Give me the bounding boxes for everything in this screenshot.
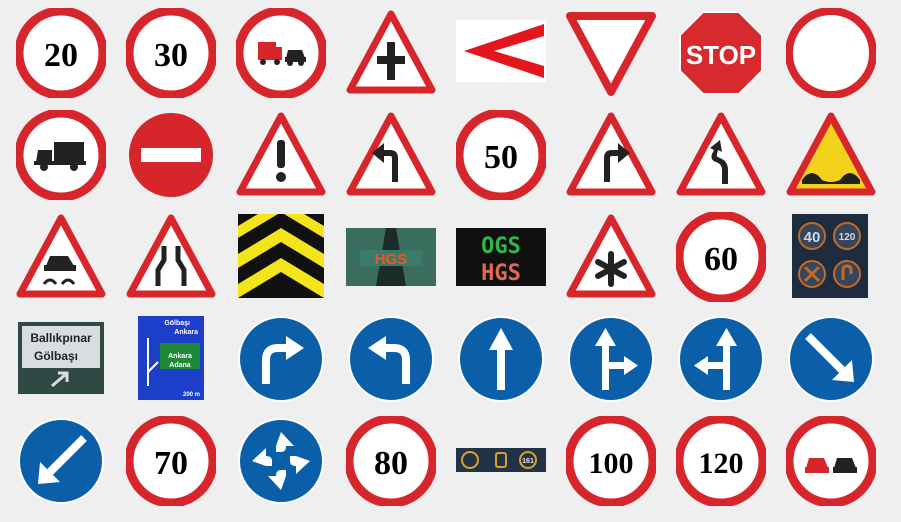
- other-danger-icon: [566, 212, 656, 302]
- speed-limit-80-icon: 80: [346, 416, 436, 506]
- chevron-marker-icon: [238, 214, 324, 298]
- curve-right-icon: [566, 110, 656, 200]
- slippery-road-icon: [16, 212, 106, 302]
- crossroad-priority-icon: [346, 8, 436, 98]
- no-overtaking-trucks-icon: [236, 8, 326, 98]
- turn-right-mandatory-icon: [236, 314, 326, 404]
- chevron-left-icon: [456, 20, 546, 82]
- speed-limit-60-icon: 60: [676, 212, 766, 302]
- speed-value: 20: [44, 37, 78, 74]
- ogs-hgs-display-icon: OGS HGS: [456, 228, 546, 286]
- speed-limit-50-icon: 50: [456, 110, 546, 200]
- lane-speed-left: 40: [804, 229, 821, 246]
- speed-value: 120: [699, 447, 744, 480]
- stop-text: STOP: [686, 40, 756, 70]
- guide-bottom-line-1: Ankara: [168, 353, 192, 360]
- speed-limit-20-icon: 20: [16, 8, 106, 98]
- keep-left-icon: [16, 416, 106, 506]
- info-strip-value: 161: [522, 458, 534, 465]
- uneven-road-icon: [786, 110, 876, 200]
- no-overtaking-icon: [786, 416, 876, 506]
- straight-or-right-icon: [566, 314, 656, 404]
- double-curve-icon: [676, 110, 766, 200]
- speed-value: 30: [154, 37, 188, 74]
- road-narrows-icon: [126, 212, 216, 302]
- guide-top-line-2: Ankara: [174, 329, 198, 336]
- straight-or-left-icon: [676, 314, 766, 404]
- direction-line-1: Ballıkpınar: [30, 331, 92, 345]
- lane-speed-display-icon: 40 120: [792, 214, 868, 298]
- guide-distance: 200 m: [183, 392, 200, 398]
- hgs-display-label: HGS: [481, 261, 521, 286]
- guide-top-line-1: Gölbaşı: [164, 320, 190, 327]
- turn-left-mandatory-icon: [346, 314, 436, 404]
- curve-left-icon: [346, 110, 436, 200]
- yield-icon: [566, 8, 656, 98]
- stop-icon: STOP: [676, 8, 766, 98]
- speed-limit-70-icon: 70: [126, 416, 216, 506]
- no-trucks-icon: [16, 110, 106, 200]
- straight-mandatory-icon: [456, 314, 546, 404]
- guide-bottom-line-2: Adana: [169, 362, 191, 369]
- general-warning-icon: [236, 110, 326, 200]
- speed-value: 70: [154, 445, 188, 482]
- speed-value: 50: [484, 139, 518, 176]
- speed-value: 60: [704, 241, 738, 278]
- speed-value: 100: [589, 447, 634, 480]
- no-entry-icon: [126, 110, 216, 200]
- speed-value: 80: [374, 445, 408, 482]
- ogs-label: OGS: [481, 234, 521, 259]
- keep-right-icon: [786, 314, 876, 404]
- info-strip-icon: 161: [456, 448, 546, 472]
- no-vehicles-icon: [786, 8, 876, 98]
- guide-panel-icon: Gölbaşı Ankara Ankara Adana 200 m: [138, 316, 204, 400]
- hgs-label: HGS: [375, 251, 408, 268]
- speed-limit-30-icon: 30: [126, 8, 216, 98]
- lane-speed-right: 120: [839, 232, 856, 243]
- roundabout-icon: [236, 416, 326, 506]
- speed-limit-100-icon: 100: [566, 416, 656, 506]
- hgs-toll-lane-icon: HGS: [346, 228, 436, 286]
- speed-limit-120-icon: 120: [676, 416, 766, 506]
- direction-line-2: Gölbaşı: [34, 349, 78, 363]
- direction-panel-icon: Ballıkpınar Gölbaşı: [18, 322, 104, 394]
